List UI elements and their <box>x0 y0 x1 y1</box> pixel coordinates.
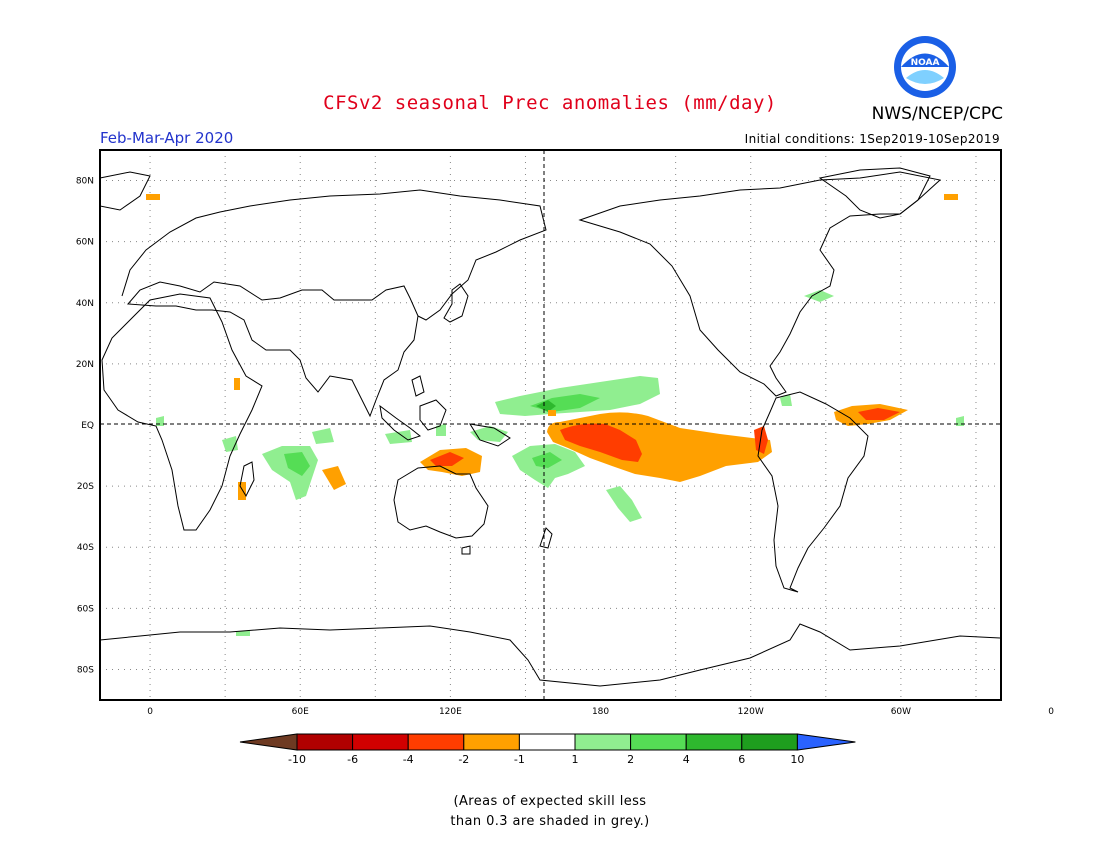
colorbar-segment <box>352 733 409 751</box>
colorbar-segment <box>574 733 632 751</box>
colorbar-tick-label: 1 <box>572 753 579 766</box>
colorbar-segment <box>518 733 576 751</box>
lon-label: 60W <box>891 707 911 717</box>
lat-label: EQ <box>81 421 94 431</box>
anomaly-dry-madagascar <box>238 482 246 500</box>
anomaly-dry-indian-ocean <box>322 466 346 490</box>
lon-label: 120E <box>439 707 462 717</box>
anomaly-wet-spcz-core <box>532 452 562 468</box>
initial-conditions-label: Initial conditions: 1Sep2019-10Sep2019 <box>744 132 1000 146</box>
noaa-logo: NOAA <box>894 36 956 98</box>
anomaly-dry-greenland-sea-repeat <box>944 194 958 200</box>
anomaly-very-dry-peru <box>754 426 768 454</box>
coastlines <box>99 167 1001 687</box>
latitude-labels: 80N 60N 40N 20N EQ 20S 40S 60S 80S <box>76 177 94 676</box>
lon-label: 120W <box>738 707 764 717</box>
colorbar-tick-label: 10 <box>790 753 804 766</box>
anomaly-wet-indian-ocean-north <box>312 428 334 444</box>
colorbar-tick-label: -1 <box>514 753 525 766</box>
colorbar-segment <box>685 733 743 751</box>
colorbar-low-arrow <box>239 733 298 751</box>
anomaly-very-dry-atlantic <box>858 408 900 420</box>
colorbar-tick-label: 4 <box>683 753 690 766</box>
colorbar-segment <box>741 733 798 751</box>
colorbar-high-arrow <box>796 733 856 751</box>
colorbar-tick-label: -10 <box>288 753 306 766</box>
anomaly-wet-borneo <box>436 424 446 436</box>
anomaly-wet-colombia <box>780 394 792 406</box>
anomaly-wet-indian-ocean-core <box>284 452 310 476</box>
colorbar-tick-label: 2 <box>627 753 634 766</box>
season-label: Feb-Mar-Apr 2020 <box>100 129 234 147</box>
anomaly-dry-arabia <box>234 378 240 390</box>
footnote-line-1: (Areas of expected skill less <box>453 794 647 809</box>
anomaly-wet-itcz-max <box>536 400 556 412</box>
agency-label: NWS/NCEP/CPC <box>871 104 1003 124</box>
chart-title: CFSv2 seasonal Prec anomalies (mm/day) <box>323 92 777 114</box>
lat-label: 20N <box>76 360 94 370</box>
lat-label: 40S <box>77 543 94 553</box>
lon-label: 60E <box>292 707 309 717</box>
anomaly-wet-maritime-east <box>470 426 508 442</box>
colorbar-tick-label: 6 <box>738 753 745 766</box>
colorbar-tick-label: -4 <box>403 753 414 766</box>
footnote-line-2: than 0.3 are shaded in grey.) <box>450 814 650 829</box>
colorbar-segment <box>463 733 520 751</box>
lat-label: 80N <box>76 177 94 187</box>
grid-lines <box>100 150 1001 700</box>
map-frame <box>99 149 1002 701</box>
lat-label: 20S <box>77 482 94 492</box>
anomaly-wet-nw-atlantic <box>804 290 834 302</box>
footnote: (Areas of expected skill less than 0.3 a… <box>0 792 1100 832</box>
colorbar-tick-label: -2 <box>458 753 469 766</box>
lat-label: 80S <box>77 665 94 675</box>
anomaly-dry-dateline <box>548 410 556 416</box>
colorbar-segment <box>407 733 465 751</box>
lon-label: 180 <box>592 707 609 717</box>
lon-label: 0 <box>147 707 153 717</box>
longitude-labels: 0 60E 120E 180 120W 60W 0 <box>147 707 1054 717</box>
anomaly-very-dry-north-australia <box>430 452 464 466</box>
colorbar-tick-label: -6 <box>347 753 358 766</box>
precip-anomaly-map: NOAA <box>76 36 1054 766</box>
colorbar: -10 -6 -4 -2 -1 1 2 4 6 10 <box>239 733 856 766</box>
colorbar-segment <box>296 733 354 751</box>
anomaly-very-dry-pacific <box>560 423 642 462</box>
noaa-logo-text: NOAA <box>911 58 940 68</box>
colorbar-segment <box>630 733 687 751</box>
lat-label: 60N <box>76 238 94 248</box>
lat-label: 60S <box>77 604 94 614</box>
lat-label: 40N <box>76 299 94 309</box>
lon-label: 0 <box>1048 707 1054 717</box>
anomaly-wet-maritime-west <box>385 430 412 444</box>
anomaly-dry-greenland-sea <box>146 194 160 200</box>
anomaly-wet-south-pacific <box>606 486 642 522</box>
